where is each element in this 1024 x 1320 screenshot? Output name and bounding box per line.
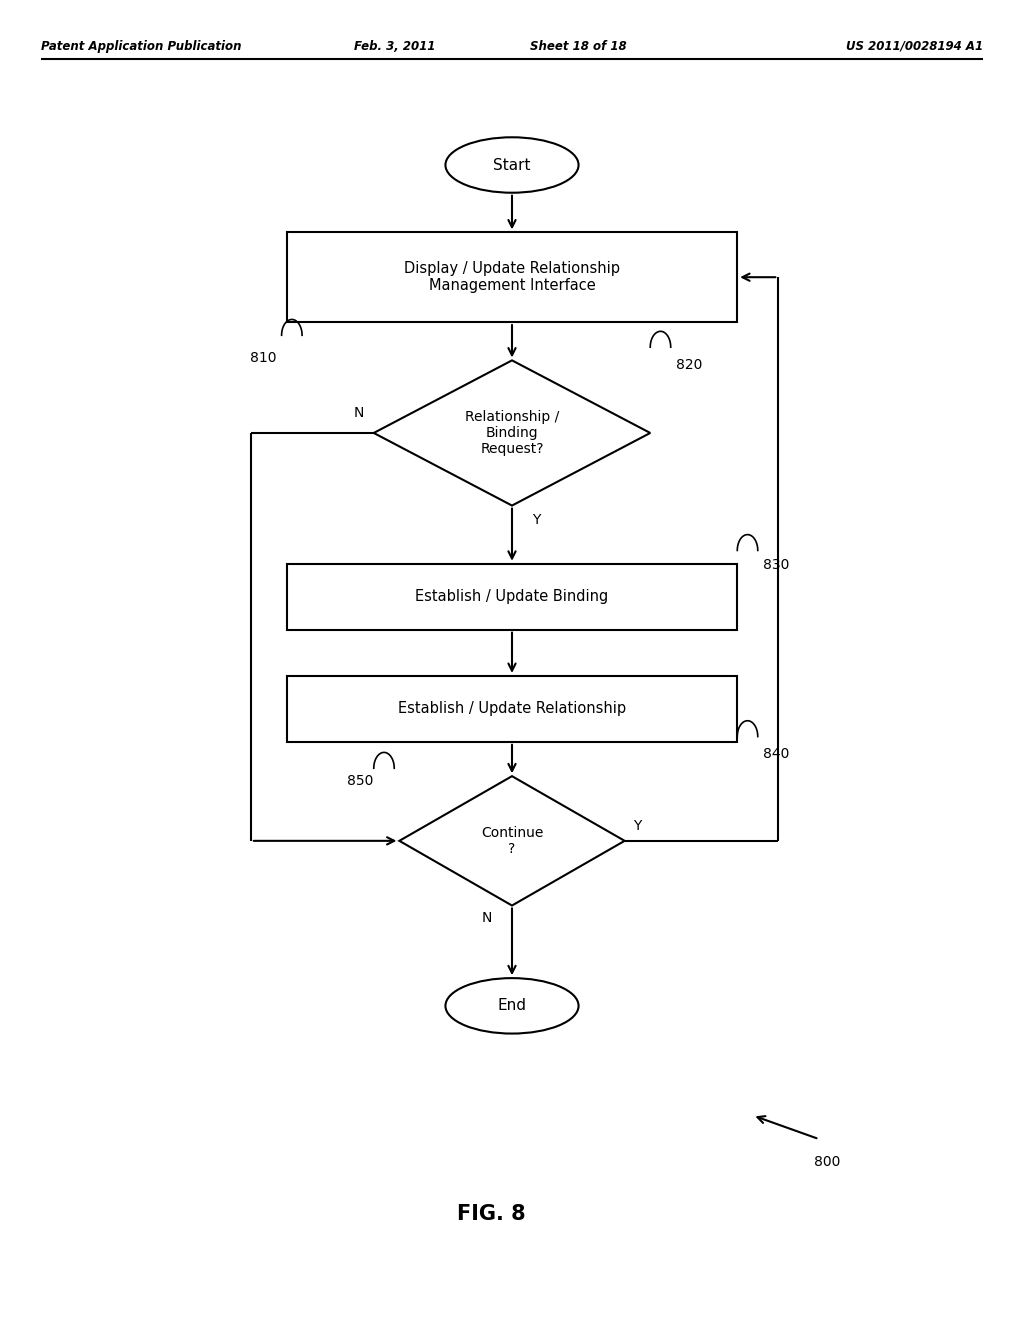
Text: End: End [498,998,526,1014]
Text: Establish / Update Binding: Establish / Update Binding [416,589,608,605]
Polygon shape [374,360,650,506]
Bar [287,232,737,322]
Ellipse shape [445,978,579,1034]
Polygon shape [399,776,625,906]
Text: 830: 830 [763,558,790,573]
Text: 840: 840 [763,747,790,762]
Text: Y: Y [633,818,641,833]
Text: 820: 820 [676,358,702,372]
Text: 850: 850 [347,774,374,788]
Text: Feb. 3, 2011: Feb. 3, 2011 [353,40,435,53]
Text: N: N [353,405,364,420]
Text: US 2011/0028194 A1: US 2011/0028194 A1 [846,40,983,53]
Text: Establish / Update Relationship: Establish / Update Relationship [398,701,626,717]
Text: 800: 800 [814,1155,841,1170]
Text: Patent Application Publication: Patent Application Publication [41,40,242,53]
Text: 810: 810 [250,351,276,366]
Text: N: N [481,911,492,925]
Text: Relationship /
Binding
Request?: Relationship / Binding Request? [465,409,559,457]
Text: Start: Start [494,157,530,173]
Text: Sheet 18 of 18: Sheet 18 of 18 [530,40,627,53]
Bar [287,676,737,742]
Text: Display / Update Relationship
Management Interface: Display / Update Relationship Management… [404,261,620,293]
Ellipse shape [445,137,579,193]
Text: Continue
?: Continue ? [481,826,543,855]
Text: FIG. 8: FIG. 8 [457,1204,526,1225]
Text: Y: Y [532,513,541,528]
Bar [287,564,737,630]
